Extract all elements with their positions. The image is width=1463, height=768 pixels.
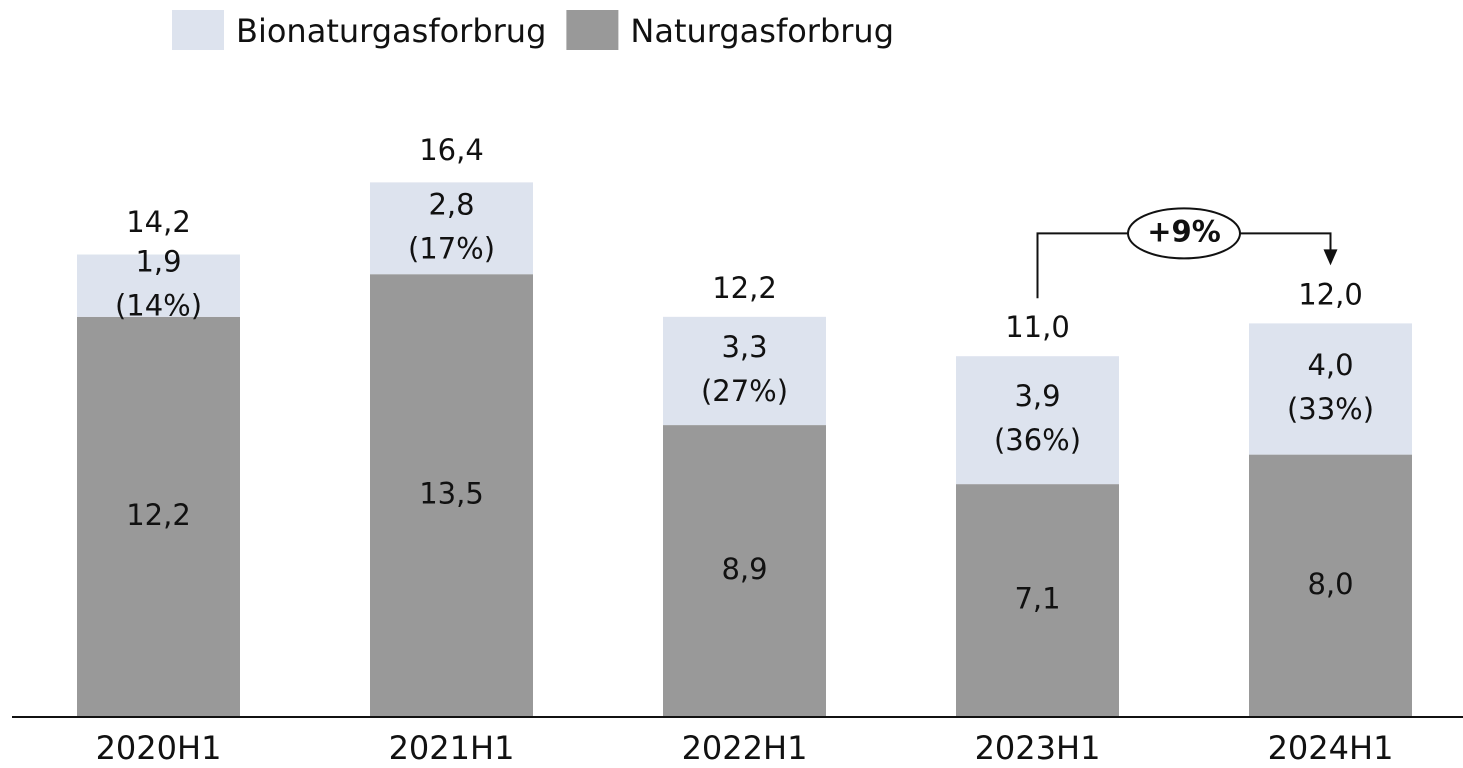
value-label: 1,9 xyxy=(135,245,181,279)
total-label: 16,4 xyxy=(419,133,484,167)
total-label: 12,2 xyxy=(712,271,777,305)
bar-segment xyxy=(77,316,240,717)
share-label: (27%) xyxy=(701,374,788,408)
x-tick-label: 2023H1 xyxy=(975,729,1101,767)
total-label: 12,0 xyxy=(1298,277,1363,311)
legend-label: Bionaturgasforbrug xyxy=(236,12,546,50)
x-tick-label: 2022H1 xyxy=(682,729,808,767)
value-label: 3,9 xyxy=(1014,379,1060,413)
x-tick-label: 2020H1 xyxy=(96,729,222,767)
bar-segment xyxy=(370,274,533,717)
bar-segment xyxy=(1249,454,1412,717)
value-label: 3,3 xyxy=(721,330,767,364)
bar-segment xyxy=(77,254,240,317)
value-label: 8,9 xyxy=(721,552,767,586)
total-label: 11,0 xyxy=(1005,310,1070,344)
bar-segment xyxy=(663,425,826,717)
total-label: 14,2 xyxy=(126,205,191,239)
value-label: 2,8 xyxy=(428,187,474,221)
bar-segment xyxy=(370,182,533,275)
value-label: 13,5 xyxy=(419,477,484,511)
legend-swatch xyxy=(172,10,224,50)
annotation-bubble xyxy=(1127,207,1241,260)
bar-segment xyxy=(956,484,1119,717)
share-label: (14%) xyxy=(115,289,202,323)
annotation-label: +9% xyxy=(1147,214,1221,248)
bar-segment xyxy=(663,316,826,426)
legend-swatch xyxy=(566,10,619,50)
legend-label: Naturgasforbrug xyxy=(630,12,894,50)
value-label: 8,0 xyxy=(1307,567,1353,601)
share-label: (17%) xyxy=(408,231,495,265)
value-label: 12,2 xyxy=(126,498,191,532)
share-label: (33%) xyxy=(1287,392,1374,426)
annotation-arrowhead xyxy=(1323,249,1338,266)
x-tick-label: 2024H1 xyxy=(1268,729,1394,767)
bar-segment xyxy=(956,356,1119,485)
share-label: (36%) xyxy=(994,423,1081,457)
value-label: 4,0 xyxy=(1307,348,1353,382)
value-label: 7,1 xyxy=(1014,582,1060,616)
bar-segment xyxy=(1249,323,1412,455)
x-tick-label: 2021H1 xyxy=(389,729,515,767)
